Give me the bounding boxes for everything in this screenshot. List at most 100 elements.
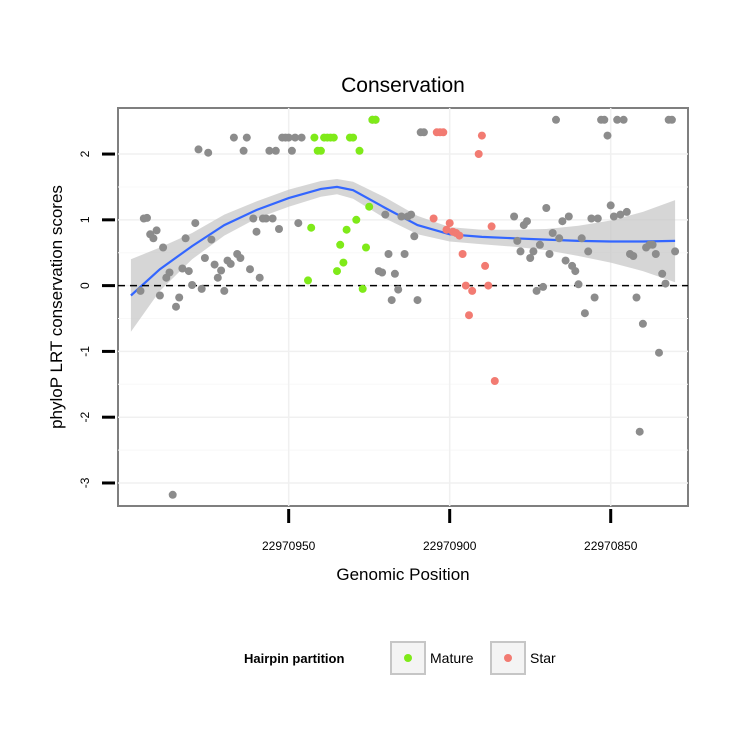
point-mature	[355, 146, 364, 155]
point-other	[252, 227, 261, 236]
point-other	[613, 115, 622, 124]
y-tick-label: 2	[78, 150, 92, 157]
point-other	[510, 212, 519, 221]
point-other	[635, 427, 644, 436]
x-tick-label: 22970850	[584, 539, 638, 553]
point-other	[178, 264, 187, 273]
point-other	[287, 146, 296, 155]
point-other	[671, 247, 680, 256]
point-other	[236, 254, 245, 262]
point-other	[523, 217, 531, 226]
point-other	[590, 293, 599, 302]
point-other	[609, 212, 618, 221]
point-star	[458, 250, 467, 258]
point-other	[616, 210, 625, 219]
point-other	[159, 243, 168, 252]
point-other	[558, 217, 567, 226]
point-other	[184, 267, 193, 276]
confidence-ribbon	[130, 179, 676, 332]
point-mature	[349, 133, 358, 142]
point-other	[584, 247, 593, 256]
point-star	[429, 214, 438, 223]
point-star	[481, 261, 490, 270]
point-other	[513, 236, 522, 245]
point-other	[571, 267, 580, 276]
point-other	[587, 214, 596, 223]
point-other	[213, 273, 222, 282]
point-other	[246, 265, 254, 274]
point-other	[168, 490, 177, 499]
point-other	[249, 214, 258, 223]
point-other	[407, 210, 416, 219]
point-mature	[310, 133, 319, 142]
point-mature	[307, 223, 316, 232]
point-mature	[333, 267, 341, 276]
legend: Hairpin partition Mature Star	[244, 641, 556, 675]
point-other	[143, 213, 151, 222]
point-mature	[316, 146, 325, 155]
point-other	[136, 286, 145, 295]
point-other	[655, 348, 663, 357]
point-other	[165, 268, 174, 277]
point-other	[516, 247, 525, 256]
point-other	[262, 214, 271, 223]
point-other	[622, 207, 631, 216]
point-other	[175, 293, 184, 302]
point-other	[226, 259, 235, 268]
point-other	[291, 133, 300, 142]
point-other	[220, 286, 229, 295]
y-tick-label: 0	[78, 282, 92, 289]
legend-label-star: Star	[530, 650, 556, 666]
point-other	[535, 240, 544, 249]
point-other	[542, 204, 551, 212]
point-other	[526, 254, 535, 262]
point-other	[200, 254, 209, 262]
point-other	[413, 296, 422, 305]
point-other	[603, 131, 612, 140]
point-other	[548, 229, 557, 237]
point-star	[445, 219, 454, 228]
point-other	[387, 296, 396, 305]
axes-layer: -3 -2 -1 0 1 2 22970950 22970900 22970850	[78, 150, 638, 553]
point-mature	[339, 258, 348, 267]
point-other	[564, 212, 573, 221]
point-other	[532, 286, 541, 295]
point-other	[181, 234, 190, 243]
plot-panel	[117, 107, 689, 507]
confidence-ribbon-layer	[130, 179, 676, 332]
point-other	[580, 309, 589, 318]
point-other	[188, 281, 197, 289]
point-other	[155, 291, 164, 300]
point-other	[658, 269, 667, 278]
point-other	[648, 240, 657, 249]
chart-title: Conservation	[341, 74, 465, 97]
point-other	[651, 250, 660, 258]
point-star	[461, 281, 470, 290]
point-other	[574, 280, 583, 289]
point-other	[284, 133, 293, 142]
point-other	[294, 219, 303, 228]
point-other	[297, 133, 306, 142]
point-star	[490, 377, 499, 385]
point-other	[555, 234, 564, 243]
x-tick-label: 22970900	[423, 539, 477, 553]
point-other	[268, 214, 277, 223]
point-other	[561, 256, 570, 265]
y-tick-label: -1	[78, 346, 92, 357]
point-mature	[358, 284, 367, 293]
point-other	[667, 115, 676, 124]
legend-dot-star	[504, 654, 512, 662]
point-mature	[371, 115, 380, 124]
point-other	[265, 146, 274, 155]
point-other	[400, 250, 409, 258]
point-other	[204, 148, 213, 157]
y-axis-title: phyloP LRT conservation scores	[47, 185, 66, 429]
point-mature	[342, 225, 351, 234]
point-other	[197, 284, 206, 293]
point-other	[638, 319, 647, 328]
point-mature	[362, 243, 370, 252]
point-other	[271, 146, 280, 155]
point-star	[468, 286, 477, 295]
point-other	[255, 273, 264, 282]
